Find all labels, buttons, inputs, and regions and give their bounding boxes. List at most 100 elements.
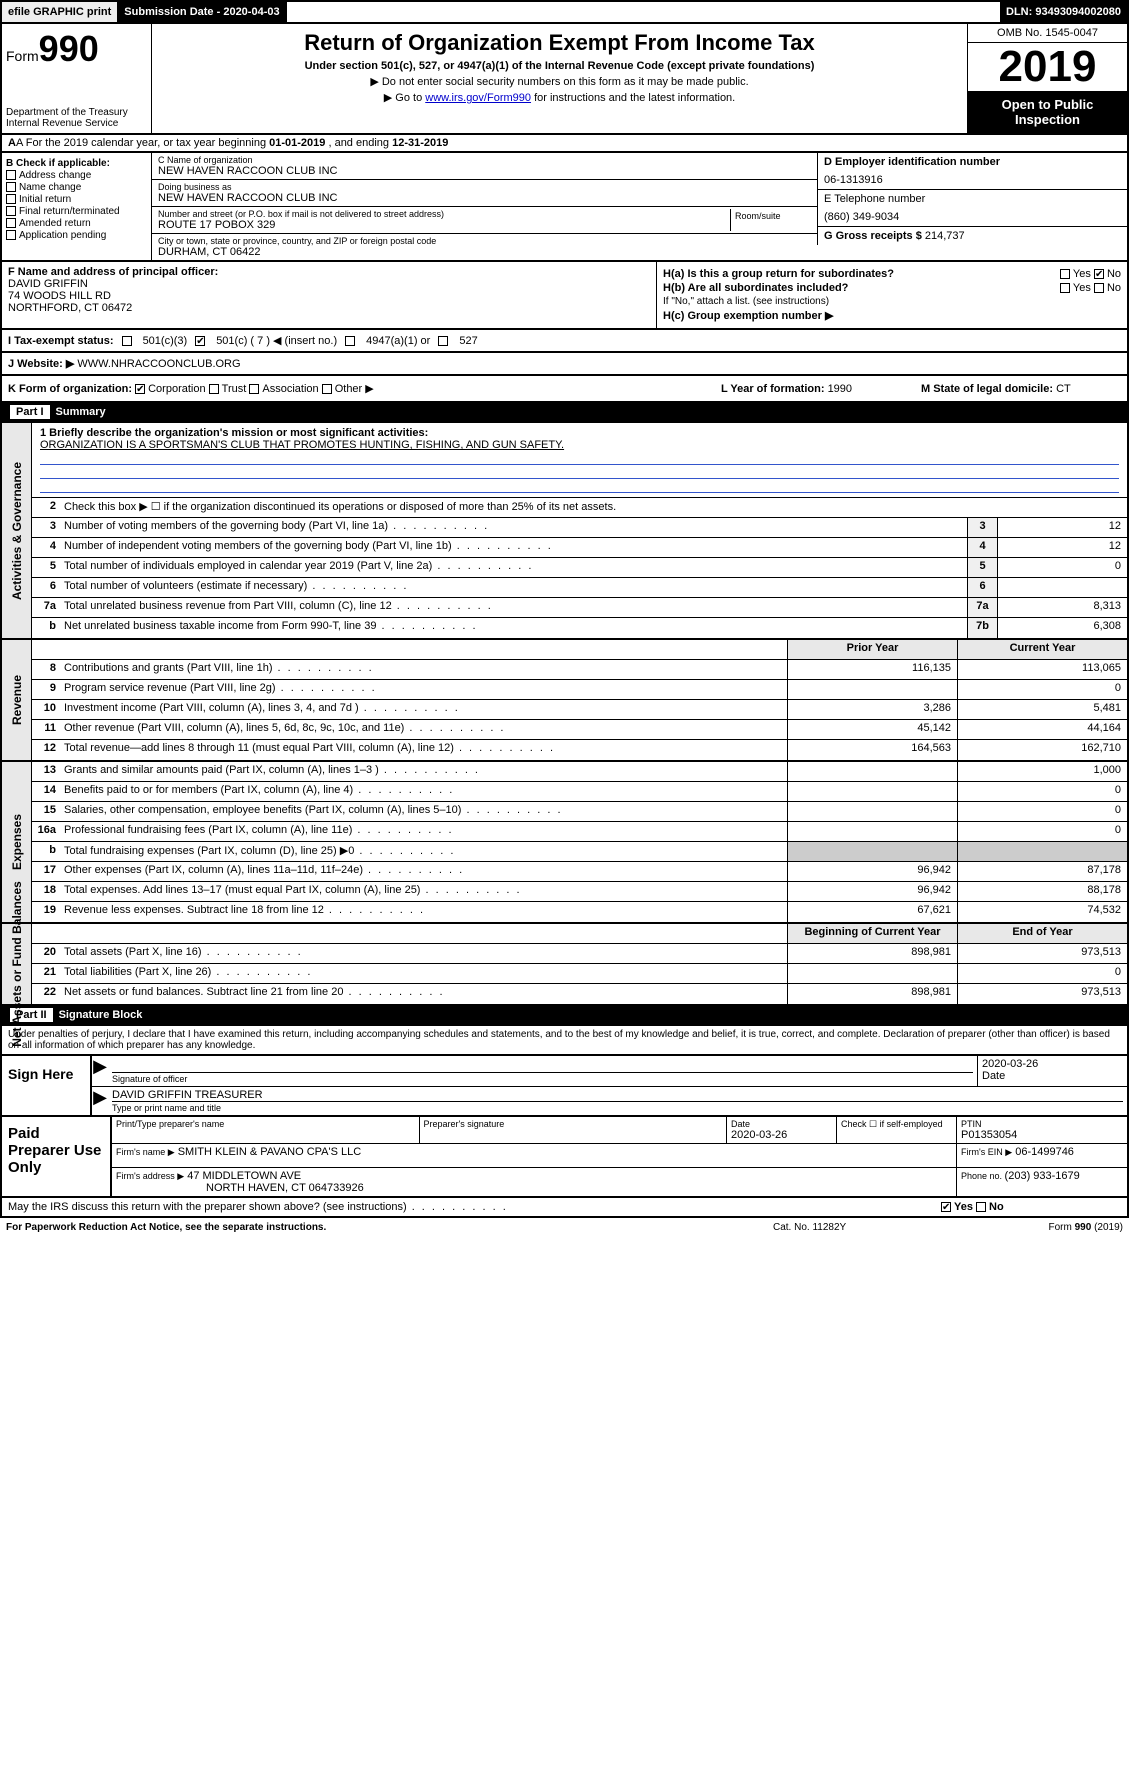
tax-year-row: AA For the 2019 calendar year, or tax ye… xyxy=(0,135,1129,153)
part-ii-header: Part IISignature Block xyxy=(0,1006,1129,1026)
checkbox-column: B Check if applicable: Address change Na… xyxy=(2,153,152,260)
attach-list-note: If "No," attach a list. (see instruction… xyxy=(663,296,1121,307)
summary-line: 8Contributions and grants (Part VIII, li… xyxy=(32,660,1127,680)
omb-number: OMB No. 1545-0047 xyxy=(968,24,1127,43)
summary-line: 13Grants and similar amounts paid (Part … xyxy=(32,762,1127,782)
dba-box: Doing business as NEW HAVEN RACCOON CLUB… xyxy=(152,180,817,207)
summary-line: 4Number of independent voting members of… xyxy=(32,538,1127,558)
goto-note: ▶ Go to www.irs.gov/Form990 for instruct… xyxy=(158,91,961,104)
website-value: WWW.NHRACCOONCLUB.ORG xyxy=(77,358,240,370)
irs-link[interactable]: www.irs.gov/Form990 xyxy=(425,92,531,104)
tax-exempt-row: I Tax-exempt status: 501(c)(3) 501(c) ( … xyxy=(0,330,1129,353)
perjury-statement: Under penalties of perjury, I declare th… xyxy=(0,1026,1129,1056)
org-name-box: C Name of organization NEW HAVEN RACCOON… xyxy=(152,153,817,180)
department-label: Department of the Treasury Internal Reve… xyxy=(6,107,147,129)
arrow-icon: ▶ xyxy=(92,1056,108,1086)
other-checkbox[interactable] xyxy=(322,384,332,394)
netassets-tab: Net Assets or Fund Balances xyxy=(10,881,24,1047)
discuss-row: May the IRS discuss this return with the… xyxy=(0,1198,1129,1218)
gross-receipts: G Gross receipts $ 214,737 xyxy=(817,227,1127,245)
summary-line: 9Program service revenue (Part VIII, lin… xyxy=(32,680,1127,700)
summary-line: 17Other expenses (Part IX, column (A), l… xyxy=(32,862,1127,882)
summary-line: 21Total liabilities (Part X, line 26)0 xyxy=(32,964,1127,984)
arrow-icon: ▶ xyxy=(92,1087,108,1115)
top-bar: efile GRAPHIC print Submission Date - 20… xyxy=(0,0,1129,24)
tax-year: 2019 xyxy=(968,43,1127,91)
revenue-tab: Revenue xyxy=(10,675,24,725)
corp-checkbox[interactable] xyxy=(135,384,145,394)
subordinates-q: H(b) Are all subordinates included? Yes … xyxy=(663,282,1121,294)
final-return-checkbox[interactable] xyxy=(6,206,16,216)
phone-box: E Telephone number (860) 349-9034 xyxy=(817,190,1127,227)
sign-here-label: Sign Here xyxy=(2,1056,92,1115)
summary-line: 14Benefits paid to or for members (Part … xyxy=(32,782,1127,802)
summary-line: 18Total expenses. Add lines 13–17 (must … xyxy=(32,882,1127,902)
sign-here-block: Sign Here ▶ Signature of officer 2020-03… xyxy=(0,1056,1129,1117)
summary-line: 16aProfessional fundraising fees (Part I… xyxy=(32,822,1127,842)
group-exemption: H(c) Group exemption number ▶ xyxy=(663,309,1121,322)
website-row: J Website: ▶ WWW.NHRACCOONCLUB.ORG xyxy=(0,353,1129,376)
dln-label: DLN: 93493094002080 xyxy=(1000,2,1127,22)
name-change-checkbox[interactable] xyxy=(6,182,16,192)
group-return-q: H(a) Is this a group return for subordin… xyxy=(663,268,1121,280)
527-checkbox[interactable] xyxy=(438,336,448,346)
part-i-header: Part ISummary xyxy=(0,403,1129,423)
paid-preparer-block: Paid Preparer Use Only Print/Type prepar… xyxy=(0,1117,1129,1198)
expenses-tab: Expenses xyxy=(10,814,24,870)
form-subtitle: Under section 501(c), 527, or 4947(a)(1)… xyxy=(158,60,961,72)
mission-block: 1 Briefly describe the organization's mi… xyxy=(32,423,1127,498)
officer-signature-field[interactable]: Signature of officer xyxy=(108,1056,977,1086)
summary-line: 7aTotal unrelated business revenue from … xyxy=(32,598,1127,618)
form-header: Form990 Department of the Treasury Inter… xyxy=(0,24,1129,135)
entity-block: B Check if applicable: Address change Na… xyxy=(0,153,1129,262)
assoc-checkbox[interactable] xyxy=(249,384,259,394)
open-public-badge: Open to Public Inspection xyxy=(968,91,1127,133)
principal-officer: F Name and address of principal officer:… xyxy=(2,262,657,328)
summary-line: 10Investment income (Part VIII, column (… xyxy=(32,700,1127,720)
expenses-section: Expenses 13Grants and similar amounts pa… xyxy=(0,762,1129,924)
4947-checkbox[interactable] xyxy=(345,336,355,346)
501c3-checkbox[interactable] xyxy=(122,336,132,346)
summary-line: bNet unrelated business taxable income f… xyxy=(32,618,1127,638)
summary-line: 6Total number of volunteers (estimate if… xyxy=(32,578,1127,598)
trust-checkbox[interactable] xyxy=(209,384,219,394)
street-box: Number and street (or P.O. box if mail i… xyxy=(152,207,817,234)
ha-yes-checkbox[interactable] xyxy=(1060,269,1070,279)
form-title: Return of Organization Exempt From Incom… xyxy=(158,30,961,56)
application-pending-checkbox[interactable] xyxy=(6,230,16,240)
ein-box: D Employer identification number 06-1313… xyxy=(817,153,1127,190)
netassets-section: Net Assets or Fund Balances Beginning of… xyxy=(0,924,1129,1006)
officer-name-field: DAVID GRIFFIN TREASURER Type or print na… xyxy=(108,1087,1127,1115)
summary-line: 5Total number of individuals employed in… xyxy=(32,558,1127,578)
page-footer: For Paperwork Reduction Act Notice, see … xyxy=(0,1218,1129,1237)
amended-return-checkbox[interactable] xyxy=(6,218,16,228)
discuss-yes-checkbox[interactable] xyxy=(941,1202,951,1212)
form-number: Form990 xyxy=(6,28,147,70)
hb-yes-checkbox[interactable] xyxy=(1060,283,1070,293)
summary-line: 11Other revenue (Part VIII, column (A), … xyxy=(32,720,1127,740)
submission-date-label: Submission Date - 2020-04-03 xyxy=(118,2,286,22)
501c-checkbox[interactable] xyxy=(195,336,205,346)
summary-line: bTotal fundraising expenses (Part IX, co… xyxy=(32,842,1127,862)
summary-line: 20Total assets (Part X, line 16)898,9819… xyxy=(32,944,1127,964)
summary-line: 22Net assets or fund balances. Subtract … xyxy=(32,984,1127,1004)
efile-label[interactable]: efile GRAPHIC print xyxy=(2,2,118,22)
room-suite: Room/suite xyxy=(731,209,811,231)
klm-row: K Form of organization: Corporation Trus… xyxy=(0,376,1129,403)
summary-line: 19Revenue less expenses. Subtract line 1… xyxy=(32,902,1127,922)
sign-date: 2020-03-26 Date xyxy=(977,1056,1127,1086)
city-box: City or town, state or province, country… xyxy=(152,234,817,260)
activities-tab: Activities & Governance xyxy=(10,461,24,599)
summary-line: 3Number of voting members of the governi… xyxy=(32,518,1127,538)
summary-line: 12Total revenue—add lines 8 through 11 (… xyxy=(32,740,1127,760)
officer-group-row: F Name and address of principal officer:… xyxy=(0,262,1129,330)
ha-no-checkbox[interactable] xyxy=(1094,269,1104,279)
address-change-checkbox[interactable] xyxy=(6,170,16,180)
hb-no-checkbox[interactable] xyxy=(1094,283,1104,293)
discuss-no-checkbox[interactable] xyxy=(976,1202,986,1212)
ssn-note: ▶ Do not enter social security numbers o… xyxy=(158,75,961,88)
paid-preparer-label: Paid Preparer Use Only xyxy=(2,1117,112,1196)
initial-return-checkbox[interactable] xyxy=(6,194,16,204)
summary-line: 15Salaries, other compensation, employee… xyxy=(32,802,1127,822)
revenue-section: Revenue Prior YearCurrent Year 8Contribu… xyxy=(0,640,1129,762)
